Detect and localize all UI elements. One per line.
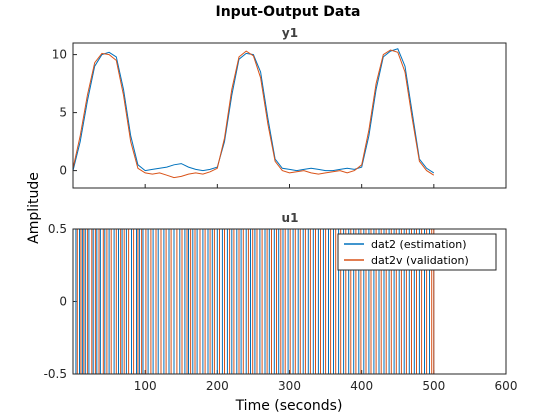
legend: dat2 (estimation) dat2v (validation) xyxy=(337,233,497,271)
x-tick-label: 600 xyxy=(495,379,518,393)
x-tick-label: 300 xyxy=(278,379,301,393)
x-tick-label: 200 xyxy=(206,379,229,393)
y-tick-label: 5 xyxy=(59,106,67,120)
u1-series-validation xyxy=(73,229,435,374)
bottom-series-group xyxy=(73,229,435,374)
y1-series-estimation xyxy=(73,48,435,174)
y-tick-label: 0.5 xyxy=(48,222,67,236)
y1-series-validation xyxy=(73,49,435,179)
y-axis-label: Amplitude xyxy=(26,172,42,244)
chart-title: Input-Output Data xyxy=(216,4,361,20)
u1-series-estimation xyxy=(73,229,435,374)
top-series-group xyxy=(73,48,435,179)
y-tick-label: 0 xyxy=(59,164,67,178)
legend-label-estimation: dat2 (estimation) xyxy=(371,238,467,251)
panel-title-u1: u1 xyxy=(282,211,299,225)
y-tick-label: 0 xyxy=(59,295,67,309)
legend-label-validation: dat2v (validation) xyxy=(371,254,469,267)
top-axes-frame xyxy=(72,42,507,189)
legend-box xyxy=(337,233,497,271)
panel-title-y1: y1 xyxy=(282,26,298,40)
x-tick-label: 100 xyxy=(134,379,157,393)
bottom-y-ticks: -0.5 0 0.5 xyxy=(44,222,507,381)
bottom-axes-frame xyxy=(72,228,507,375)
x-tick-label: 400 xyxy=(350,379,373,393)
x-ticks: 100 200 300 400 500 600 xyxy=(134,379,518,393)
x-tick-label: 500 xyxy=(422,379,445,393)
y-tick-label: 10 xyxy=(52,48,67,62)
x-axis-label: Time (seconds) xyxy=(235,398,343,414)
y-tick-label: -0.5 xyxy=(44,367,67,381)
